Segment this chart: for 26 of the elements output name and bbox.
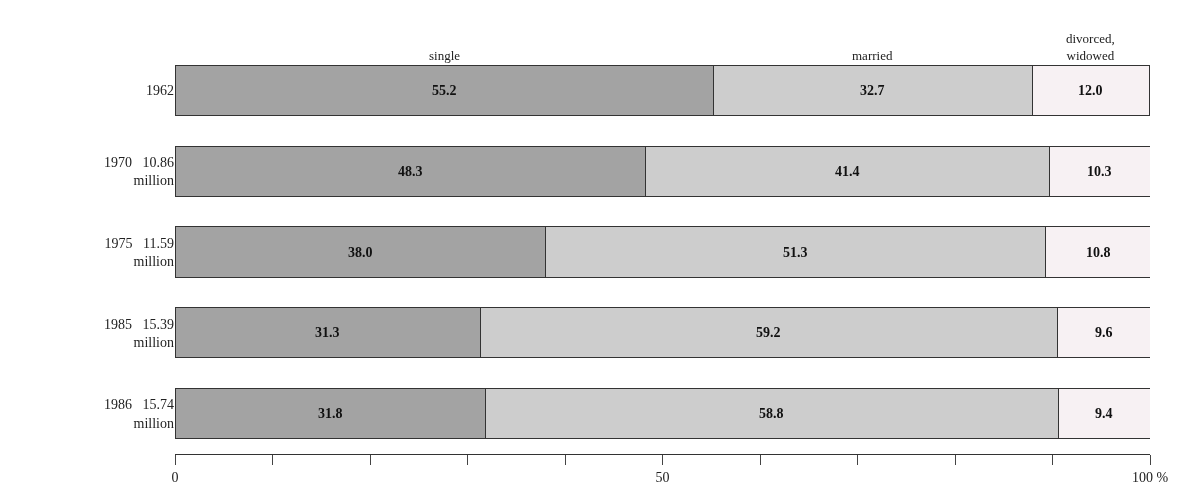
y-tick-label: 1986 15.74 million [104,397,174,431]
series-label: divorced, widowed [1066,31,1115,63]
x-tick-label: 100 % [1131,469,1169,485]
data-label: 41.4 [835,164,860,179]
x-tick-label: 50 [655,469,670,485]
data-label: 51.3 [783,245,808,260]
data-label: 55.2 [432,83,457,98]
x-tick-label: 0 [171,469,179,485]
y-tick-label: 1985 15.39 million [104,316,174,350]
data-label: 48.3 [398,164,423,179]
data-label: 10.3 [1087,164,1112,179]
data-label: 32.7 [860,83,885,98]
data-label: 9.6 [1095,325,1113,340]
data-label: 58.8 [759,406,784,421]
data-label: 10.8 [1086,245,1111,260]
y-tick-label: 1975 11.59 million [104,235,174,269]
data-label: 9.4 [1095,406,1113,421]
data-label: 31.8 [318,406,343,421]
data-label: 31.3 [315,325,340,340]
data-label: 38.0 [348,245,373,260]
y-tick-label: 1962 [146,83,174,99]
data-label: 59.2 [756,325,781,340]
series-label: single [429,48,461,63]
data-label: 12.0 [1078,83,1103,98]
series-label: married [852,48,893,63]
y-tick-label: 1970 10.86 million [104,155,174,189]
